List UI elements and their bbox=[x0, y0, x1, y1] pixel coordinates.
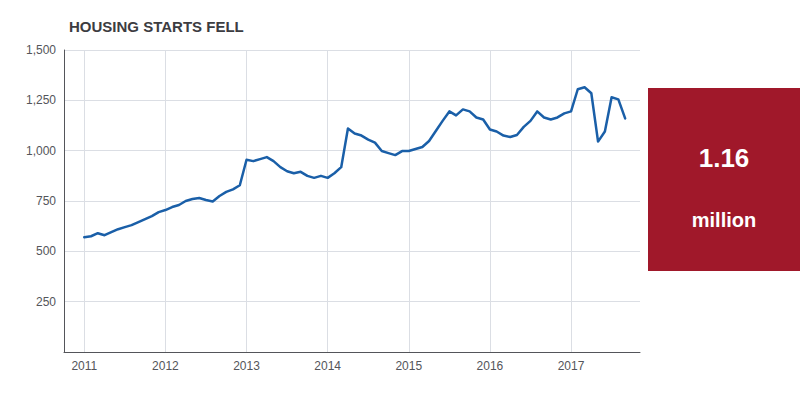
svg-text:million: million bbox=[692, 209, 756, 231]
svg-text:HOUSING STARTS FELL: HOUSING STARTS FELL bbox=[69, 18, 244, 35]
svg-text:2014: 2014 bbox=[314, 359, 341, 373]
svg-text:2012: 2012 bbox=[152, 359, 179, 373]
svg-text:2011: 2011 bbox=[71, 359, 97, 373]
svg-text:2016: 2016 bbox=[477, 359, 504, 373]
svg-text:2013: 2013 bbox=[233, 359, 260, 373]
svg-text:2017: 2017 bbox=[558, 359, 585, 373]
svg-text:500: 500 bbox=[36, 244, 56, 258]
svg-text:1.16: 1.16 bbox=[699, 143, 750, 173]
svg-text:750: 750 bbox=[36, 194, 56, 208]
svg-text:1,500: 1,500 bbox=[26, 43, 56, 57]
svg-text:1,000: 1,000 bbox=[26, 144, 56, 158]
svg-text:250: 250 bbox=[36, 295, 56, 309]
svg-text:2015: 2015 bbox=[395, 359, 422, 373]
svg-text:1,250: 1,250 bbox=[26, 93, 56, 107]
